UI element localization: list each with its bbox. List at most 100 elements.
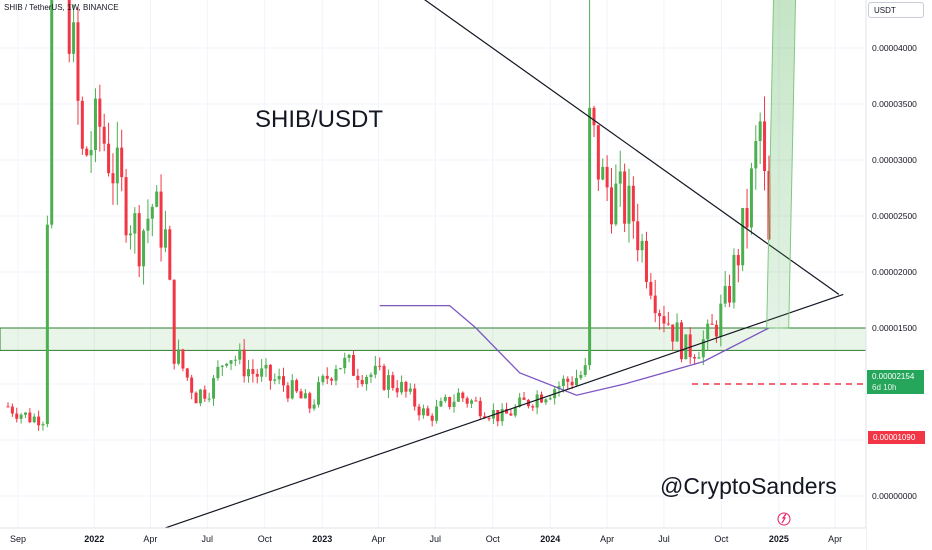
candle-body [124,177,128,236]
candle-body [605,166,609,188]
candle [574,369,578,387]
y-axis: 0.000000000.000005000.000010000.00001500… [865,0,932,550]
candle-body [225,363,229,366]
candle-body [426,408,430,416]
candle [439,397,443,408]
candle [408,383,412,395]
candle-body [76,22,80,101]
y-tick-label: 0.00002500 [872,211,917,221]
candle-body [133,213,137,234]
candle [487,416,491,422]
candle-body [583,365,587,375]
candle-body [369,374,373,378]
candle-body [391,375,395,388]
candle-body [325,375,329,379]
candle [474,396,478,402]
candle [741,207,745,272]
candle [662,305,666,333]
grid-lines [0,0,866,528]
candle [522,391,526,401]
candle [395,380,399,398]
candle [382,363,386,391]
candle-body [671,324,675,342]
candle-body [505,409,509,414]
candle-body [330,378,334,381]
candle-body [413,388,417,407]
candle-body [658,313,662,317]
candle-body [343,357,347,369]
candle [675,313,679,342]
candle [623,163,627,233]
candle [89,131,93,173]
candle [23,412,27,418]
candle [470,398,474,409]
candle-body [679,322,683,360]
symbol-header: SHIB / TetherUS, 1W, BINANCE [4,3,119,12]
candle-body [749,168,753,228]
candle-body [579,374,583,378]
candle-body [190,377,194,393]
candle-body [72,22,76,54]
candle [509,409,513,416]
candle-body [115,147,119,184]
candle [557,381,561,397]
candle-body [649,281,653,296]
candle [763,96,767,191]
candle [6,402,10,408]
candle [754,125,758,190]
candle-body [351,354,355,376]
candle [570,376,574,390]
candle-body [430,415,434,421]
candle [343,352,347,374]
candle-body [400,381,404,393]
x-tick-label: 2024 [540,534,560,544]
currency-button[interactable]: USDT [868,2,924,18]
candle [325,367,329,385]
y-tick-label: 0.00004000 [872,43,917,53]
candle [714,320,718,343]
candle-body [111,173,115,184]
candle [605,155,609,201]
candle-body [382,365,386,390]
candle [745,188,749,249]
candle [701,330,705,366]
candle [693,354,697,364]
candle-body [365,377,369,385]
x-tick-label: Jul [658,534,670,544]
candle [360,374,364,387]
candle [461,391,465,403]
candle [321,374,325,386]
x-tick-label: Apr [371,534,385,544]
candle-body [732,254,736,303]
candle-body [478,400,482,417]
candle [430,413,434,427]
candle [190,374,194,400]
candle [268,364,272,390]
candle-body [522,397,526,400]
candle [198,388,202,407]
candle-body [474,400,478,402]
candle-body [439,400,443,407]
candle [233,355,237,367]
candle-body [548,398,552,400]
candle-body [470,400,474,404]
candle-body [247,369,251,377]
candle [50,0,54,229]
candle-body [146,218,150,231]
candle-body [316,382,320,405]
last-price-value: 0.00002154 [872,372,915,381]
candle [435,399,439,424]
candle-body [500,409,504,422]
candle [583,357,587,377]
candle [688,327,692,364]
candle-body [596,125,600,180]
candle-body [706,323,710,340]
candle [356,368,360,388]
x-tick-label: Oct [714,534,729,544]
candle-body [45,224,49,425]
y-tick-label: 0.00002000 [872,267,917,277]
projection-arrow-shape [766,0,797,329]
candle-body [19,414,23,419]
candle-body [557,385,561,390]
